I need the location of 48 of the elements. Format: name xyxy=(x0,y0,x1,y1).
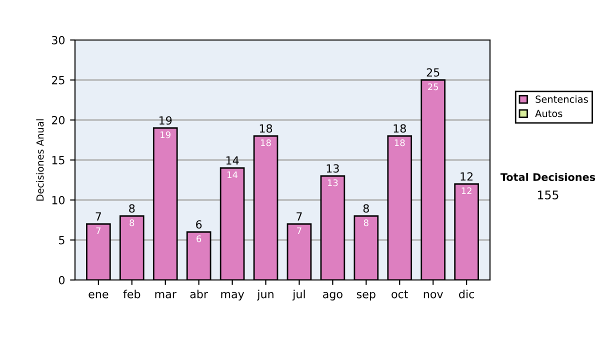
data-label: 8 xyxy=(130,219,134,226)
y-tick-label: 10 xyxy=(52,196,65,204)
data-label: 12 xyxy=(462,187,472,194)
y-tick-label: 25 xyxy=(52,76,64,84)
x-tick-label: may xyxy=(221,292,244,300)
text: 155 xyxy=(538,190,558,200)
total-label: 25 xyxy=(426,68,440,77)
data-label: 7 xyxy=(297,227,302,234)
data-label: 8 xyxy=(364,219,368,226)
total-label: 18 xyxy=(260,124,272,133)
total-label: 13 xyxy=(326,164,339,173)
x-tick-label: mar xyxy=(155,292,176,298)
y-tick-label: 0 xyxy=(58,276,65,284)
y-tick-label: 5 xyxy=(59,236,64,244)
data-label: 18 xyxy=(394,139,405,146)
total-label: 8 xyxy=(363,204,369,213)
x-tick-label: sep xyxy=(356,292,376,300)
x-tick-label: oct xyxy=(392,290,408,298)
total-label: 7 xyxy=(96,212,102,220)
y-tick-label: 15 xyxy=(52,156,64,164)
x-tick-label: dic xyxy=(459,290,474,298)
y-axis-title: Decisiones Anual xyxy=(36,119,44,201)
y-tick-label: 30 xyxy=(52,36,65,44)
total-label: 7 xyxy=(296,212,302,220)
x-tick-label: ago xyxy=(323,292,342,300)
legend-label: Autos xyxy=(535,110,562,118)
total-label: 19 xyxy=(160,116,172,125)
total-label: 6 xyxy=(196,220,202,229)
total-label: 12 xyxy=(460,172,473,180)
x-tick-label: ene xyxy=(88,292,108,298)
data-label: 7 xyxy=(96,227,101,234)
x-tick-label: abr xyxy=(190,290,208,298)
x-tick-label: feb xyxy=(123,290,140,298)
data-label: 14 xyxy=(228,171,238,178)
data-label: 18 xyxy=(261,139,271,146)
data-label: 13 xyxy=(328,179,338,186)
total-label: 8 xyxy=(129,204,135,213)
data-label: 6 xyxy=(196,235,202,242)
x-tick-label: jul xyxy=(292,290,305,300)
legend-label: Sentencias xyxy=(536,95,588,103)
y-tick-label: 20 xyxy=(52,116,65,124)
data-label: 19 xyxy=(160,131,170,138)
total-label: 14 xyxy=(226,156,239,164)
total-label: 18 xyxy=(394,124,406,133)
x-tick-label: nov xyxy=(424,292,443,298)
text: Total Decisiones xyxy=(500,172,596,182)
x-tick-label: jun xyxy=(256,290,274,300)
data-label: 25 xyxy=(428,83,438,90)
